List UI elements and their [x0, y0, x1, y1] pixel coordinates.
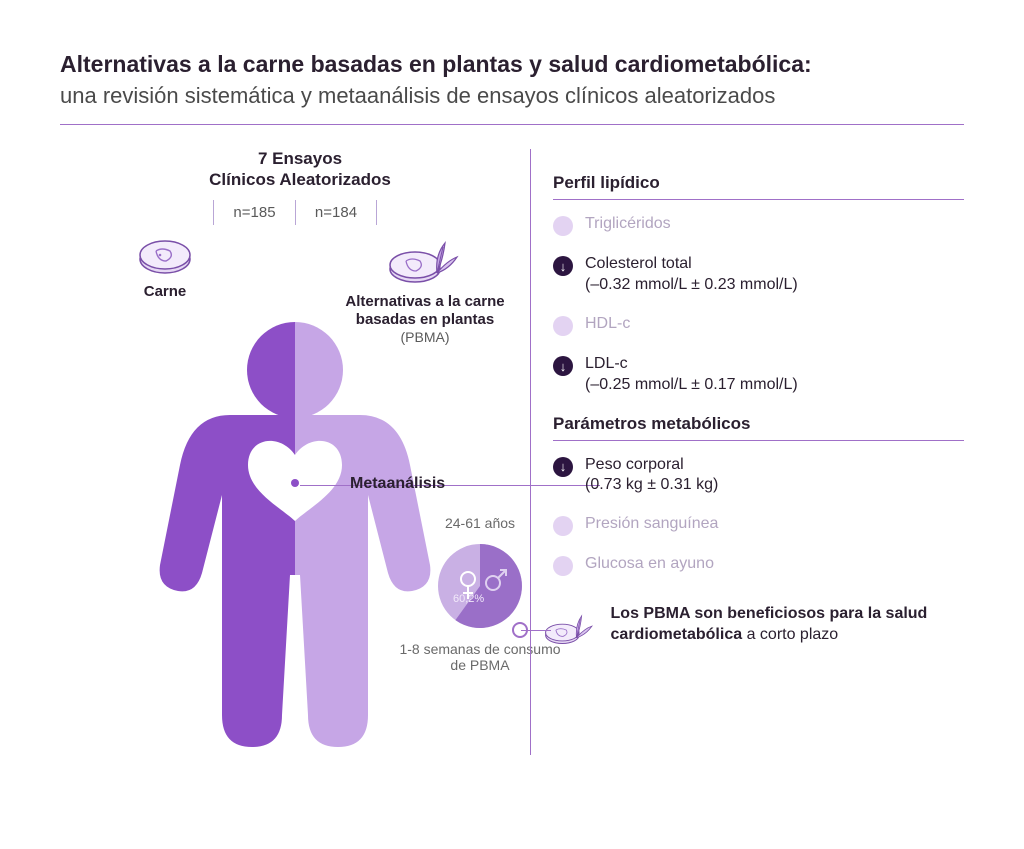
metab-presion-label: Presión sanguínea: [585, 514, 718, 535]
dot-light-icon: [553, 556, 573, 576]
trials-heading-l2: Clínicos Aleatorizados: [209, 170, 391, 189]
lipid-item-colesterol: ↓ Colesterol total (–0.32 mmol/L ± 0.23 …: [553, 254, 964, 296]
lipid-col-text: Colesterol total (–0.32 mmol/L ± 0.23 mm…: [585, 254, 798, 296]
left-panel: 7 Ensayos Clínicos Aleatorizados n=185 n…: [60, 149, 530, 755]
dot-dark-down-icon: ↓: [553, 256, 573, 276]
n-right: n=184: [295, 200, 377, 225]
lipid-item-hdl: HDL-c: [553, 314, 964, 336]
pie-female-pct: 60,2%: [453, 593, 484, 605]
dot-dark-down-icon: ↓: [553, 457, 573, 477]
gender-pie: 60,2%: [435, 541, 525, 631]
dot-light-icon: [553, 216, 573, 236]
n-left: n=185: [213, 200, 295, 225]
lipid-col-label: Colesterol total: [585, 255, 692, 272]
title-bold: Alternativas a la carne basadas en plant…: [60, 50, 964, 80]
trials-heading-l1: 7 Ensayos: [258, 149, 342, 168]
lipid-hdl-label: HDL-c: [585, 314, 630, 335]
meat-label: Carne: [144, 283, 187, 301]
metaanalysis-label: Metaanálisis: [350, 475, 445, 493]
header: Alternativas a la carne basadas en plant…: [60, 50, 964, 125]
dot-light-icon: [553, 316, 573, 336]
lipid-item-ldl: ↓ LDL-c (–0.25 mmol/L ± 0.17 mmol/L): [553, 354, 964, 396]
metabolic-heading: Parámetros metabólicos: [553, 414, 964, 434]
metabolic-divider: [553, 440, 964, 441]
dot-light-icon: [553, 516, 573, 536]
header-divider: [60, 124, 964, 125]
main-layout: 7 Ensayos Clínicos Aleatorizados n=185 n…: [60, 149, 964, 755]
n-row: n=185 n=184: [60, 200, 530, 225]
human-figure-wrap: Metaanálisis 24-61 años: [130, 315, 460, 755]
lipid-ldl-text: LDL-c (–0.25 mmol/L ± 0.17 mmol/L): [585, 354, 798, 396]
lipid-ldl-label: LDL-c: [585, 355, 628, 372]
lipid-heading: Perfil lipídico: [553, 173, 964, 193]
lipid-divider: [553, 199, 964, 200]
conclusion-connector: [521, 630, 551, 631]
metab-peso-text: Peso corporal (0.73 kg ± 0.31 kg): [585, 455, 718, 497]
lipid-col-value: (–0.32 mmol/L ± 0.23 mmol/L): [585, 275, 798, 296]
right-panel: Perfil lipídico Triglicéridos ↓ Colester…: [530, 149, 964, 755]
meat-steak-icon: [136, 237, 194, 277]
metab-item-glucosa: Glucosa en ayuno: [553, 554, 964, 576]
meat-side: Carne: [90, 237, 240, 301]
metab-peso-value: (0.73 kg ± 0.31 kg): [585, 475, 718, 496]
lipid-ldl-value: (–0.25 mmol/L ± 0.17 mmol/L): [585, 375, 798, 396]
lipid-item-trigliceridos: Triglicéridos: [553, 214, 964, 236]
conclusion-text: Los PBMA son beneficiosos para la salud …: [611, 604, 964, 646]
lipid-trig-label: Triglicéridos: [585, 214, 671, 235]
conclusion-rest: a corto plazo: [742, 626, 838, 643]
trials-heading: 7 Ensayos Clínicos Aleatorizados: [70, 149, 530, 190]
conclusion-block: Los PBMA son beneficiosos para la salud …: [543, 604, 964, 656]
title-sub: una revisión sistemática y metaanálisis …: [60, 82, 964, 111]
pbma-label-l1: Alternativas a la carne: [345, 293, 504, 311]
dot-dark-down-icon: ↓: [553, 356, 573, 376]
pbma-steak-leaf-icon: [385, 237, 465, 287]
metab-item-peso: ↓ Peso corporal (0.73 kg ± 0.31 kg): [553, 455, 964, 497]
metab-peso-label: Peso corporal: [585, 456, 684, 473]
metab-glucosa-label: Glucosa en ayuno: [585, 554, 714, 575]
metab-item-presion: Presión sanguínea: [553, 514, 964, 536]
